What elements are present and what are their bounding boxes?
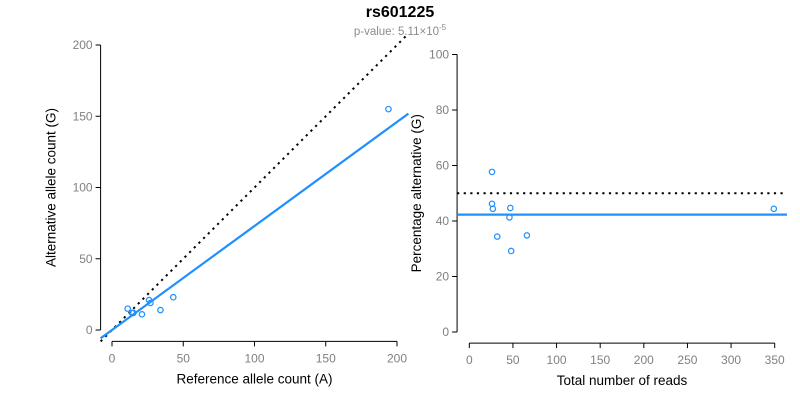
data-point [489, 205, 497, 213]
x-tick-label: 0 [466, 353, 473, 367]
y-tick-label: 0 [86, 323, 93, 337]
y-tick-label: 100 [429, 48, 449, 62]
fit-line [99, 112, 410, 340]
data-point [770, 205, 778, 213]
y-tick-label: 50 [79, 252, 93, 266]
x-tick-label: 0 [109, 351, 116, 365]
x-tick-label: 50 [177, 351, 191, 365]
y-tick-label: 0 [442, 325, 449, 339]
data-point [507, 204, 514, 212]
data-point [506, 214, 513, 221]
y-tick-label: 80 [436, 103, 450, 117]
data-point [130, 309, 137, 317]
x-tick-label: 200 [387, 351, 407, 365]
x-tick-label: 200 [634, 353, 654, 367]
x-tick-label: 300 [721, 353, 741, 367]
y-tick-label: 200 [73, 38, 93, 52]
data-point [385, 105, 392, 113]
data-point [138, 311, 146, 318]
y-tick-label: 100 [73, 181, 93, 195]
data-point [523, 232, 531, 239]
x-axis-title: Total number of reads [557, 373, 688, 388]
data-point [124, 305, 131, 312]
data-point [169, 293, 177, 301]
y-tick-label: 150 [73, 109, 93, 123]
y-axis-title: Percentage alternative (G) [409, 114, 424, 272]
x-tick-label: 250 [677, 353, 697, 367]
y-axis-title: Alternative allele count (G) [44, 108, 59, 267]
x-tick-label: 150 [590, 353, 610, 367]
x-tick-label: 100 [244, 351, 264, 365]
x-tick-label: 100 [547, 353, 567, 367]
y-tick-label: 60 [436, 159, 450, 173]
data-point [147, 299, 154, 307]
identity-line [99, 32, 410, 343]
data-point [507, 247, 515, 255]
x-tick-label: 150 [316, 351, 336, 365]
x-tick-label: 50 [506, 353, 520, 367]
x-axis-title: Reference allele count (A) [176, 371, 332, 386]
x-tick-label: 350 [765, 353, 785, 367]
data-point [493, 233, 501, 240]
data-point [488, 168, 496, 176]
y-tick-label: 20 [436, 270, 450, 284]
y-tick-label: 40 [436, 214, 450, 228]
data-point [157, 306, 164, 314]
